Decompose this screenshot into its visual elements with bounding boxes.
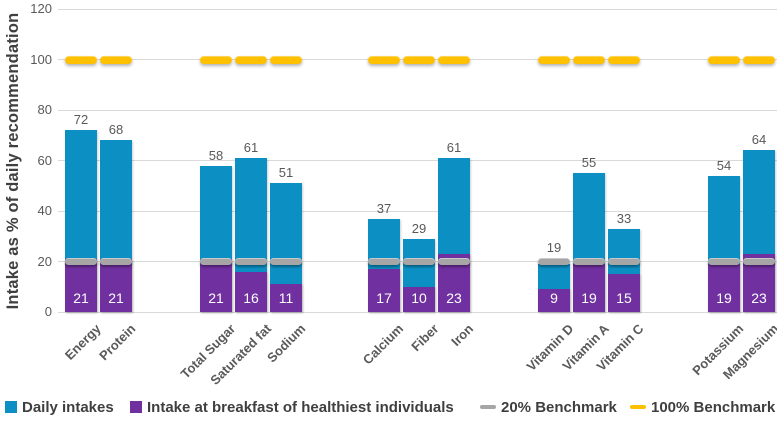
daily-value-label: 54 xyxy=(716,157,732,173)
daily-value-label: 72 xyxy=(73,112,89,128)
benchmark-100-dash xyxy=(235,55,267,64)
breakfast-value-label: 21 xyxy=(208,290,224,306)
y-tick-label: 40 xyxy=(37,203,52,218)
legend-label: 100% Benchmark xyxy=(651,398,776,416)
gridline xyxy=(58,311,777,313)
benchmark-20-dash xyxy=(403,258,435,265)
category-label: Calcium xyxy=(360,321,407,368)
bar-breakfast-intake xyxy=(608,274,640,312)
benchmark-20-dash xyxy=(608,258,640,265)
category-label: Iron xyxy=(448,321,477,349)
legend-dash-icon xyxy=(480,404,496,410)
benchmark-100-dash xyxy=(438,55,470,64)
bar-breakfast-intake xyxy=(65,258,97,312)
benchmark-20-dash xyxy=(100,258,132,265)
daily-value-label: 29 xyxy=(411,220,427,236)
y-tick-label: 120 xyxy=(30,1,52,16)
bar-breakfast-intake xyxy=(538,289,570,312)
benchmark-100-dash xyxy=(538,55,570,64)
breakfast-value-label: 21 xyxy=(108,290,124,306)
y-tick-label: 60 xyxy=(37,152,52,168)
bar-breakfast-intake xyxy=(235,271,267,312)
gridline xyxy=(58,160,777,161)
breakfast-value-label: 23 xyxy=(446,290,462,306)
daily-value-label: 37 xyxy=(376,200,392,216)
benchmark-100-dash xyxy=(573,55,605,64)
bar-breakfast-intake xyxy=(708,264,740,312)
bar-breakfast-intake xyxy=(368,269,400,312)
benchmark-100-dash xyxy=(65,55,97,64)
legend-item: Intake at breakfast of healthiest indivi… xyxy=(130,394,454,420)
breakfast-value-label: 10 xyxy=(411,290,427,306)
daily-value-label: 33 xyxy=(616,210,632,226)
daily-value-label: 61 xyxy=(243,139,259,155)
gridline xyxy=(58,210,777,212)
gridline xyxy=(58,8,777,10)
breakfast-value-label: 21 xyxy=(73,290,89,306)
daily-value-label: 68 xyxy=(108,122,124,138)
breakfast-value-label: 9 xyxy=(550,290,558,306)
benchmark-100-dash xyxy=(608,55,640,64)
benchmark-20-dash xyxy=(235,258,267,265)
benchmark-20-dash xyxy=(200,258,232,265)
category-label: Energy xyxy=(61,321,104,363)
bar-breakfast-intake xyxy=(573,264,605,312)
y-tick-label: 20 xyxy=(37,253,52,269)
benchmark-100-dash xyxy=(368,55,400,64)
benchmark-100-dash xyxy=(708,55,740,64)
chart-legend: Daily intakes Intake at breakfast of heal… xyxy=(0,394,777,420)
y-tick-label: 80 xyxy=(37,102,52,117)
breakfast-value-label: 17 xyxy=(376,290,392,306)
category-label: Protein xyxy=(96,321,139,364)
gridline xyxy=(58,109,777,111)
daily-value-label: 55 xyxy=(581,155,597,171)
breakfast-value-label: 16 xyxy=(243,290,259,306)
legend-square-icon xyxy=(5,401,17,413)
legend-square-icon xyxy=(130,401,142,413)
breakfast-value-label: 15 xyxy=(616,290,632,306)
benchmark-20-dash xyxy=(538,258,570,265)
bar-breakfast-intake xyxy=(200,258,232,312)
benchmark-100-dash xyxy=(100,55,132,64)
benchmark-100-dash xyxy=(743,55,775,64)
breakfast-value-label: 19 xyxy=(716,290,732,306)
benchmark-100-dash xyxy=(200,55,232,64)
daily-value-label: 19 xyxy=(546,239,562,255)
legend-dash-icon xyxy=(630,404,646,410)
benchmark-20-dash xyxy=(270,258,302,265)
legend-item: 20% Benchmark xyxy=(480,394,617,420)
daily-value-label: 61 xyxy=(446,139,462,155)
legend-item: Daily intakes xyxy=(5,394,114,420)
legend-item: 100% Benchmark xyxy=(630,394,775,420)
benchmark-20-dash xyxy=(368,258,400,265)
benchmark-20-dash xyxy=(573,258,605,265)
bar-breakfast-intake xyxy=(403,286,435,312)
benchmark-100-dash xyxy=(270,55,302,64)
benchmark-20-dash xyxy=(65,258,97,265)
y-tick-label: 0 xyxy=(44,304,52,319)
benchmark-100-dash xyxy=(403,55,435,64)
breakfast-value-label: 19 xyxy=(581,290,597,306)
y-tick-label: 100 xyxy=(30,51,52,67)
legend-label: Daily intakes xyxy=(22,398,114,416)
benchmark-20-dash xyxy=(743,258,775,265)
legend-label: Intake at breakfast of healthiest indivi… xyxy=(147,398,454,416)
breakfast-value-label: 11 xyxy=(278,290,294,306)
daily-value-label: 64 xyxy=(751,132,767,148)
breakfast-value-label: 23 xyxy=(751,290,767,306)
daily-value-label: 58 xyxy=(208,147,224,163)
benchmark-20-dash xyxy=(708,258,740,265)
legend-label: 20% Benchmark xyxy=(501,398,617,416)
bar-breakfast-intake xyxy=(270,284,302,312)
daily-value-label: 51 xyxy=(278,165,294,181)
bar-breakfast-intake xyxy=(100,258,132,312)
category-label: Fiber xyxy=(408,321,442,355)
benchmark-20-dash xyxy=(438,258,470,265)
